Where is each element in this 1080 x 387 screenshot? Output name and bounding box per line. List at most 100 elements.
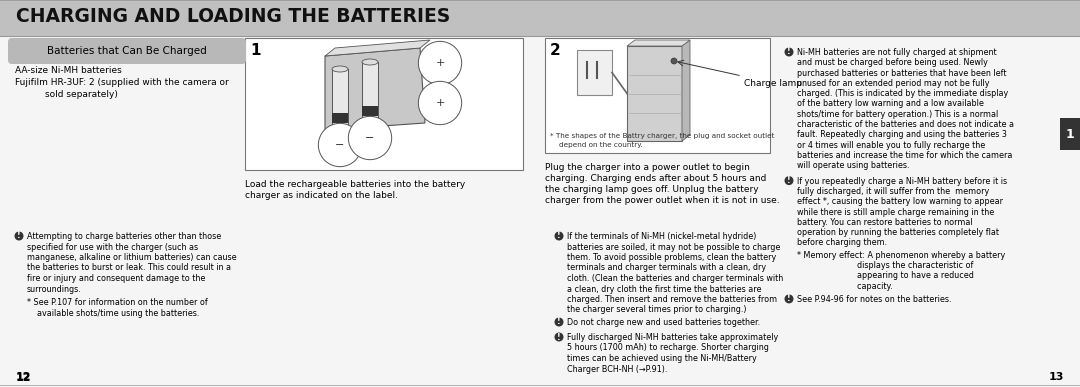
- Text: specified for use with the charger (such as: specified for use with the charger (such…: [27, 243, 198, 252]
- Circle shape: [554, 317, 564, 327]
- Text: charging. Charging ends after about 5 hours and: charging. Charging ends after about 5 ho…: [545, 174, 767, 183]
- Text: fire or injury and consequent damage to the: fire or injury and consequent damage to …: [27, 274, 205, 283]
- Text: appearing to have a reduced: appearing to have a reduced: [797, 271, 974, 280]
- Text: If the terminals of Ni-MH (nickel-metal hydride): If the terminals of Ni-MH (nickel-metal …: [567, 232, 756, 241]
- Text: batteries are soiled, it may not be possible to charge: batteries are soiled, it may not be poss…: [567, 243, 781, 252]
- Text: +: +: [435, 58, 445, 68]
- Text: Attempting to charge batteries other than those: Attempting to charge batteries other tha…: [27, 232, 221, 241]
- Text: 12: 12: [16, 373, 31, 383]
- Text: displays the characteristic of: displays the characteristic of: [797, 261, 973, 270]
- Circle shape: [554, 231, 564, 240]
- Text: !: !: [787, 48, 791, 57]
- Text: characteristic of the batteries and does not indicate a: characteristic of the batteries and does…: [797, 120, 1014, 129]
- Text: !: !: [17, 231, 21, 240]
- Text: −: −: [335, 140, 345, 150]
- Text: of the battery low warning and a low available: of the battery low warning and a low ava…: [797, 99, 984, 108]
- Bar: [627, 46, 681, 141]
- Text: purchased batteries or batteries that have been left: purchased batteries or batteries that ha…: [797, 68, 1007, 78]
- Text: shots/time for battery operation.) This is a normal: shots/time for battery operation.) This …: [797, 110, 998, 119]
- Text: fault. Repeatedly charging and using the batteries 3: fault. Repeatedly charging and using the…: [797, 130, 1007, 139]
- Text: the batteries to burst or leak. This could result in a: the batteries to burst or leak. This cou…: [27, 264, 231, 272]
- Bar: [1059, 118, 1080, 150]
- Circle shape: [784, 295, 794, 303]
- Text: 1: 1: [1066, 127, 1075, 140]
- Text: !: !: [787, 176, 791, 185]
- Text: !: !: [787, 295, 791, 303]
- Text: !: !: [557, 332, 561, 341]
- Text: the charger several times prior to charging.): the charger several times prior to charg…: [567, 305, 746, 315]
- Text: 13: 13: [1049, 372, 1064, 382]
- Text: AA-size Ni-MH batteries: AA-size Ni-MH batteries: [15, 66, 122, 75]
- Text: !: !: [557, 231, 561, 240]
- Text: cloth. (Clean the batteries and charger terminals with: cloth. (Clean the batteries and charger …: [567, 274, 783, 283]
- Text: +: +: [435, 98, 445, 108]
- Text: fully discharged, it will suffer from the  memory: fully discharged, it will suffer from th…: [797, 187, 989, 196]
- FancyBboxPatch shape: [8, 38, 246, 64]
- Text: and must be charged before being used. Newly: and must be charged before being used. N…: [797, 58, 988, 67]
- Text: charged. Then insert and remove the batteries from: charged. Then insert and remove the batt…: [567, 295, 778, 304]
- Bar: [0, 0, 1080, 36]
- Text: unused for an extended period may not be fully: unused for an extended period may not be…: [797, 79, 989, 88]
- Circle shape: [784, 48, 794, 57]
- Text: before charging them.: before charging them.: [797, 238, 887, 247]
- Text: or 4 times will enable you to fully recharge the: or 4 times will enable you to fully rech…: [797, 141, 985, 150]
- Text: operation by running the batteries completely flat: operation by running the batteries compl…: [797, 228, 999, 237]
- Circle shape: [14, 231, 24, 240]
- Text: Ni-MH batteries are not fully charged at shipment: Ni-MH batteries are not fully charged at…: [797, 48, 997, 57]
- Text: Charge lamp: Charge lamp: [744, 79, 802, 88]
- Text: If you repeatedly charge a Ni-MH battery before it is: If you repeatedly charge a Ni-MH battery…: [797, 176, 1008, 186]
- Text: will operate using batteries.: will operate using batteries.: [797, 161, 909, 170]
- Text: 1: 1: [249, 43, 260, 58]
- Text: 12: 12: [16, 372, 31, 382]
- Text: 5 hours (1700 mAh) to recharge. Shorter charging: 5 hours (1700 mAh) to recharge. Shorter …: [567, 344, 769, 353]
- Text: Plug the charger into a power outlet to begin: Plug the charger into a power outlet to …: [545, 163, 750, 172]
- Text: a clean, dry cloth the first time the batteries are: a clean, dry cloth the first time the ba…: [567, 284, 761, 293]
- Text: * See P.107 for information on the number of: * See P.107 for information on the numbe…: [27, 298, 207, 307]
- Text: 2: 2: [550, 43, 561, 58]
- Polygon shape: [325, 48, 426, 130]
- Text: Do not charge new and used batteries together.: Do not charge new and used batteries tog…: [567, 318, 760, 327]
- Text: Fully discharged Ni-MH batteries take approximately: Fully discharged Ni-MH batteries take ap…: [567, 333, 779, 342]
- Text: batteries and increase the time for which the camera: batteries and increase the time for whic…: [797, 151, 1012, 160]
- Circle shape: [784, 176, 794, 185]
- Text: capacity.: capacity.: [797, 282, 893, 291]
- Ellipse shape: [332, 66, 348, 72]
- Ellipse shape: [362, 59, 378, 65]
- Text: Load the rechargeable batteries into the battery: Load the rechargeable batteries into the…: [245, 180, 465, 189]
- Circle shape: [554, 332, 564, 341]
- Polygon shape: [627, 40, 690, 46]
- Bar: [332, 69, 348, 137]
- Bar: [362, 62, 378, 130]
- Text: sold separately): sold separately): [45, 90, 118, 99]
- Text: * The shapes of the Battry charger, the plug and socket outlet: * The shapes of the Battry charger, the …: [550, 133, 774, 139]
- Text: charger as indicated on the label.: charger as indicated on the label.: [245, 191, 399, 200]
- Text: effect *, causing the battery low warning to appear: effect *, causing the battery low warnin…: [797, 197, 1003, 206]
- Polygon shape: [681, 40, 690, 141]
- Text: −: −: [365, 133, 375, 143]
- Bar: [362, 106, 378, 116]
- Text: terminals and charger terminals with a clean, dry: terminals and charger terminals with a c…: [567, 264, 766, 272]
- Text: battery. You can restore batteries to normal: battery. You can restore batteries to no…: [797, 218, 973, 227]
- Bar: [245, 38, 523, 170]
- Text: depend on the country.: depend on the country.: [550, 142, 643, 148]
- Text: manganese, alkaline or lithium batteries) can cause: manganese, alkaline or lithium batteries…: [27, 253, 237, 262]
- Text: available shots/time using the batteries.: available shots/time using the batteries…: [27, 308, 200, 317]
- Bar: [332, 113, 348, 123]
- Polygon shape: [325, 40, 430, 56]
- Text: See P.94-96 for notes on the batteries.: See P.94-96 for notes on the batteries.: [797, 295, 951, 304]
- Text: Fujifilm HR-3UF: 2 (supplied with the camera or: Fujifilm HR-3UF: 2 (supplied with the ca…: [15, 78, 229, 87]
- Text: while there is still ample charge remaining in the: while there is still ample charge remain…: [797, 207, 995, 216]
- Text: * Memory effect: A phenomenon whereby a battery: * Memory effect: A phenomenon whereby a …: [797, 251, 1005, 260]
- Text: times can be achieved using the Ni-MH/Battery: times can be achieved using the Ni-MH/Ba…: [567, 354, 757, 363]
- Text: Batteries that Can Be Charged: Batteries that Can Be Charged: [48, 46, 207, 56]
- Text: CHARGING AND LOADING THE BATTERIES: CHARGING AND LOADING THE BATTERIES: [16, 7, 450, 26]
- Circle shape: [671, 58, 677, 64]
- Bar: [577, 50, 612, 95]
- Text: charger from the power outlet when it is not in use.: charger from the power outlet when it is…: [545, 196, 780, 205]
- Text: charged. (This is indicated by the immediate display: charged. (This is indicated by the immed…: [797, 89, 1009, 98]
- Text: !: !: [557, 317, 561, 327]
- Bar: [545, 38, 770, 153]
- Text: Charger BCH-NH (→P.91).: Charger BCH-NH (→P.91).: [567, 365, 667, 373]
- Text: them. To avoid possible problems, clean the battery: them. To avoid possible problems, clean …: [567, 253, 777, 262]
- Text: the charging lamp goes off. Unplug the battery: the charging lamp goes off. Unplug the b…: [545, 185, 758, 194]
